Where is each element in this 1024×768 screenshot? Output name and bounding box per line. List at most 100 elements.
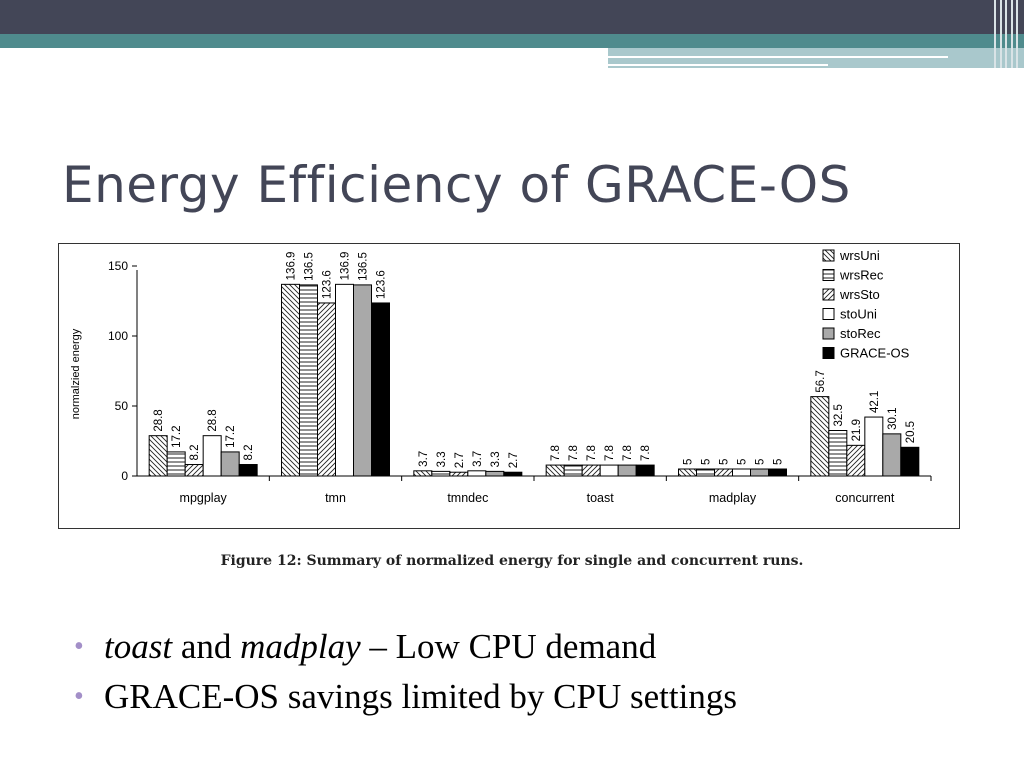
data-label: 136.5 — [358, 252, 370, 281]
data-label: 136.9 — [340, 252, 352, 281]
data-label: 123.6 — [322, 270, 334, 299]
bar-wrsRec-madplay — [696, 468, 715, 477]
bullet-item: • GRACE-OS savings limited by CPU settin… — [72, 672, 737, 722]
data-label: 123.6 — [376, 270, 388, 299]
data-label: 7.8 — [604, 445, 616, 461]
x-tick-label: tmn — [325, 491, 346, 505]
bar-stoUni-tmn — [335, 283, 354, 477]
data-label: 2.7 — [454, 452, 466, 468]
data-label: 17.2 — [171, 426, 183, 448]
data-label: 28.8 — [153, 409, 165, 431]
legend-label: wrsUni — [839, 248, 880, 263]
legend-swatch — [822, 249, 835, 262]
bar-wrsUni-tmndec — [413, 470, 433, 477]
bar-wrsSto-concurrent — [846, 444, 866, 477]
data-label: 28.8 — [207, 409, 219, 431]
bar-wrsSto-tmndec — [449, 471, 469, 477]
figure-caption: Figure 12: Summary of normalized energy … — [220, 553, 804, 569]
data-label: 136.9 — [286, 252, 298, 281]
legend-swatch — [822, 288, 835, 301]
bar-stoRec-concurrent — [882, 433, 902, 477]
bar-chart: 0 50 100 150 normalzied energy mpgplay tmn tmnd… — [70, 248, 932, 505]
x-tick-label: madplay — [709, 491, 757, 505]
data-label: 7.8 — [640, 445, 652, 461]
bar-GRACE-OS-tmndec — [503, 471, 523, 477]
x-tick-label: tmndec — [447, 491, 488, 505]
data-label: 5 — [683, 459, 695, 465]
data-label: 8.2 — [189, 445, 201, 461]
bar-stoUni-mpgplay — [202, 435, 222, 477]
y-tick-label: 0 — [121, 469, 128, 483]
bar-stoUni-concurrent — [864, 416, 884, 477]
legend-swatch — [822, 269, 835, 281]
bar-GRACE-OS-concurrent — [900, 446, 920, 477]
bar-stoUni-tmndec — [467, 470, 487, 477]
legend-swatch — [822, 347, 835, 359]
bar-stoRec-toast — [617, 464, 637, 477]
bar-wrsRec-concurrent — [828, 430, 848, 477]
data-label: 3.7 — [418, 451, 430, 467]
bar-stoRec-tmn — [353, 284, 372, 477]
bar-stoRec-mpgplay — [220, 451, 240, 477]
data-label: 136.5 — [304, 252, 316, 281]
data-label: 8.2 — [243, 445, 255, 461]
x-tick-label: toast — [587, 491, 615, 505]
data-label: 3.3 — [436, 451, 448, 467]
bar-wrsUni-mpgplay — [148, 435, 168, 477]
data-label: 32.5 — [833, 404, 845, 426]
legend-label: stoUni — [840, 307, 877, 322]
data-label: 5 — [773, 459, 785, 465]
accent-band-light — [608, 48, 1024, 68]
bar-stoUni-madplay — [732, 468, 751, 477]
data-label: 7.8 — [586, 445, 598, 461]
x-tick-label: mpgplay — [180, 491, 228, 505]
top-banner — [0, 0, 1024, 34]
data-label: 7.8 — [622, 445, 634, 461]
legend-swatch — [822, 308, 835, 320]
legend-label: stoRec — [840, 326, 881, 341]
y-tick-label: 100 — [108, 329, 128, 343]
legend-swatch — [822, 327, 835, 340]
bar-wrsSto-tmn — [317, 302, 336, 477]
data-label: 42.1 — [869, 391, 881, 413]
bullet-text: and — [172, 627, 241, 666]
bar-stoRec-tmndec — [485, 470, 505, 477]
bar-wrsRec-mpgplay — [166, 451, 186, 477]
data-label: 3.3 — [490, 451, 502, 467]
bar-wrsRec-tmndec — [431, 470, 451, 477]
bar-GRACE-OS-tmn — [371, 302, 390, 477]
data-label: 5 — [755, 459, 767, 465]
legend-label: wrsRec — [839, 268, 884, 283]
bar-wrsUni-madplay — [678, 468, 697, 477]
accent-band — [0, 34, 1024, 48]
bar-wrsUni-tmn — [281, 283, 300, 477]
bullet-text: GRACE-OS savings limited by CPU settings — [104, 677, 737, 716]
bullet-icon: • — [74, 681, 84, 712]
accent-line — [608, 56, 948, 58]
data-label: 20.5 — [905, 421, 917, 443]
legend-label: wrsSto — [839, 287, 880, 302]
x-tick-label: concurrent — [835, 491, 895, 505]
accent-line — [608, 64, 828, 66]
bar-stoRec-madplay — [750, 468, 769, 477]
bar-wrsSto-toast — [581, 464, 601, 477]
bullet-text-italic: madplay — [240, 627, 361, 666]
bar-GRACE-OS-madplay — [768, 468, 787, 477]
y-tick-label: 50 — [115, 399, 129, 413]
bullet-list: • toast and madplay – Low CPU demand • G… — [72, 622, 737, 722]
bullet-text-italic: toast — [104, 627, 173, 666]
bar-wrsUni-concurrent — [810, 396, 830, 477]
bar-wrsRec-toast — [563, 464, 583, 477]
y-tick-label: 150 — [108, 259, 128, 273]
data-label: 5 — [737, 459, 749, 465]
data-label: 21.9 — [851, 419, 863, 441]
bullet-item: • toast and madplay – Low CPU demand — [72, 622, 737, 672]
data-label: 7.8 — [550, 445, 562, 461]
data-label: 5 — [719, 459, 731, 465]
bar-GRACE-OS-toast — [635, 464, 655, 477]
data-label: 2.7 — [508, 452, 520, 468]
bar-GRACE-OS-mpgplay — [238, 464, 258, 477]
data-label: 56.7 — [815, 370, 827, 392]
y-axis-label: normalzied energy — [70, 328, 82, 419]
legend-label: GRACE-OS — [840, 346, 910, 361]
